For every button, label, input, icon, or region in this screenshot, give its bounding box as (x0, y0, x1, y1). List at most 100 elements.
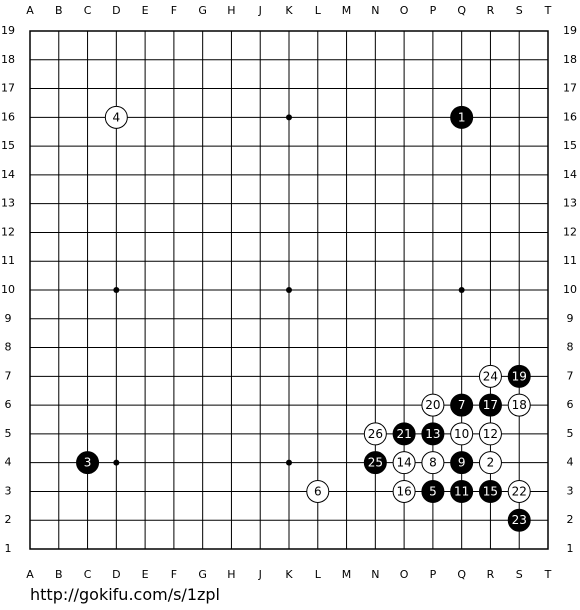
column-label: B (55, 4, 63, 17)
move-number: 16 (396, 484, 411, 498)
column-label: E (142, 4, 149, 17)
row-label: 1 (567, 542, 574, 555)
column-label: T (544, 568, 552, 581)
row-label: 10 (1, 283, 15, 296)
column-label: P (430, 568, 437, 581)
column-label: B (55, 568, 63, 581)
column-label: Q (457, 4, 466, 17)
stone (76, 451, 100, 475)
row-label: 15 (563, 139, 577, 152)
move-number: 26 (368, 427, 383, 441)
row-label: 12 (563, 225, 577, 238)
stone (450, 422, 474, 446)
row-label: 18 (1, 53, 15, 66)
stone (507, 479, 531, 503)
column-label: O (400, 568, 409, 581)
row-label: 8 (5, 341, 12, 354)
move-number: 14 (396, 456, 411, 470)
column-label: M (342, 568, 352, 581)
row-label: 16 (563, 110, 577, 123)
stone (306, 479, 330, 503)
column-label: Q (457, 568, 466, 581)
move-number: 5 (429, 484, 437, 498)
star-point (113, 287, 120, 293)
row-label: 6 (567, 398, 574, 411)
stone (421, 479, 445, 503)
row-label: 5 (567, 427, 574, 440)
row-label: 17 (563, 82, 577, 95)
column-label: M (342, 4, 352, 17)
move-number: 23 (512, 513, 527, 527)
stone (507, 393, 531, 417)
column-label: A (26, 4, 34, 17)
move-number: 15 (483, 484, 498, 498)
column-label: C (84, 568, 92, 581)
stone (392, 422, 416, 446)
stone (478, 479, 502, 503)
row-label: 9 (567, 312, 574, 325)
stone (421, 393, 445, 417)
move-number: 19 (512, 369, 527, 383)
stone (478, 393, 502, 417)
move-number: 13 (425, 427, 440, 441)
move-number: 18 (512, 398, 527, 412)
star-point (458, 287, 465, 293)
move-number: 1 (458, 110, 466, 124)
move-number: 8 (429, 456, 437, 470)
stone (450, 393, 474, 417)
column-label: D (112, 568, 120, 581)
row-label: 16 (1, 110, 15, 123)
column-label: G (198, 4, 207, 17)
row-label: 2 (5, 513, 12, 526)
column-label: R (487, 4, 495, 17)
stone (392, 479, 416, 503)
column-label: K (285, 4, 293, 17)
move-number: 3 (84, 456, 92, 470)
stone (104, 105, 128, 129)
move-number: 12 (483, 427, 498, 441)
column-label: R (487, 568, 495, 581)
column-label: O (400, 4, 409, 17)
column-label: E (142, 568, 149, 581)
row-label: 8 (567, 341, 574, 354)
column-label: H (227, 4, 235, 17)
star-point (113, 459, 120, 466)
move-number: 4 (113, 110, 121, 124)
row-label: 7 (5, 369, 12, 382)
column-label: L (315, 568, 322, 581)
stone (450, 451, 474, 475)
row-label: 4 (5, 456, 12, 469)
column-label: A (26, 568, 34, 581)
move-number: 9 (458, 456, 466, 470)
stone (421, 451, 445, 475)
move-number: 6 (314, 484, 322, 498)
row-label: 7 (567, 369, 574, 382)
column-label: G (198, 568, 207, 581)
column-label: H (227, 568, 235, 581)
stone (507, 508, 531, 532)
row-label: 5 (5, 427, 12, 440)
row-label: 13 (563, 197, 577, 210)
star-point (286, 114, 292, 121)
move-number: 20 (425, 398, 440, 412)
stone (478, 422, 502, 446)
move-number: 7 (458, 398, 466, 412)
column-label: F (171, 4, 177, 17)
stone (392, 451, 416, 475)
row-label: 11 (563, 254, 577, 267)
column-label: D (112, 4, 120, 17)
column-label: J (258, 4, 262, 17)
row-label: 1 (5, 542, 12, 555)
row-label: 14 (563, 168, 577, 181)
row-label: 14 (1, 168, 15, 181)
stone (507, 364, 531, 388)
column-label: F (171, 568, 177, 581)
source-url: http://gokifu.com/s/1zpl (30, 585, 220, 604)
column-label: P (430, 4, 437, 17)
stone (478, 364, 502, 388)
row-label: 17 (1, 82, 15, 95)
row-label: 11 (1, 254, 15, 267)
column-label: K (285, 568, 293, 581)
row-label: 19 (563, 24, 577, 37)
move-number: 21 (396, 427, 411, 441)
